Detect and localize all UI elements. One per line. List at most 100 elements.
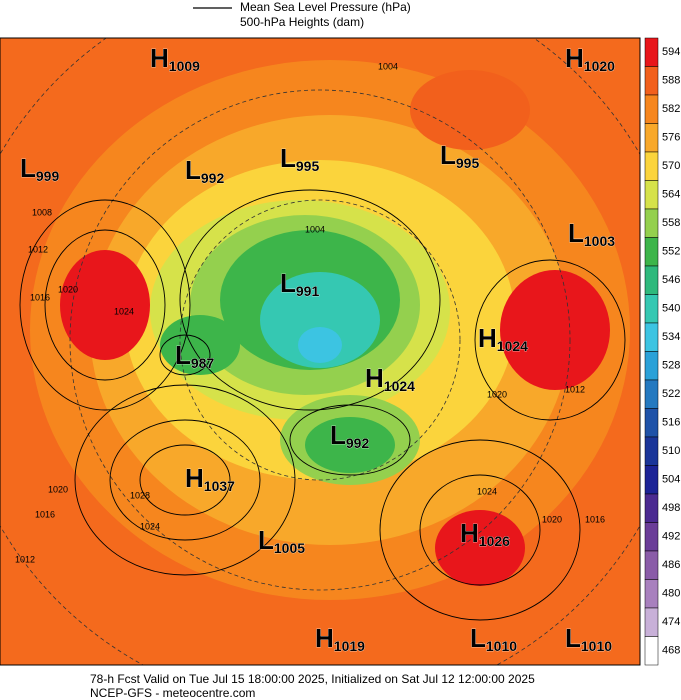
colorbar-label: 504: [662, 474, 680, 486]
pressure-center: H1024: [478, 323, 528, 354]
center-value: 1003: [584, 233, 615, 249]
colorbar-label: 474: [662, 616, 680, 628]
colorbar-label: 576: [662, 132, 680, 144]
isobar-label: 1024: [140, 521, 160, 531]
center-value: 999: [36, 168, 60, 184]
center-value: 987: [191, 355, 215, 371]
center-value: 1037: [204, 478, 235, 494]
colorbar-swatch: [644, 579, 659, 609]
center-letter: L: [20, 153, 36, 183]
center-letter: H: [315, 623, 334, 653]
colorbar-swatch: [644, 379, 659, 409]
colorbar-label: 594: [662, 46, 680, 58]
footer-valid: 78-h Fcst Valid on Tue Jul 15 18:00:00 2…: [90, 672, 535, 686]
pressure-center: L1005: [258, 525, 305, 556]
colorbar-swatch: [644, 408, 659, 438]
center-letter: L: [565, 623, 581, 653]
colorbar-swatch: [644, 436, 659, 466]
colorbar-label: 558: [662, 217, 680, 229]
isobar-label: 1012: [28, 244, 48, 254]
legend-heights: 500-hPa Heights (dam): [240, 15, 364, 29]
pressure-center: H1037: [185, 463, 235, 494]
pressure-center: H1020: [565, 43, 615, 74]
colorbar-swatch: [644, 351, 659, 381]
isobar-label: 1020: [58, 284, 78, 294]
center-letter: L: [185, 155, 201, 185]
colorbar-label: 486: [662, 559, 680, 571]
colorbar-swatch: [644, 522, 659, 552]
colorbar-label: 546: [662, 274, 680, 286]
colorbar-swatch: [644, 265, 659, 295]
center-letter: H: [478, 323, 497, 353]
isobar-label: 1008: [32, 207, 52, 217]
colorbar-swatch: [644, 151, 659, 181]
pressure-center: L992: [330, 420, 369, 451]
center-value: 1010: [486, 638, 517, 654]
center-letter: L: [258, 525, 274, 555]
pressure-center: H1026: [460, 518, 510, 549]
colorbar-swatch: [644, 208, 659, 238]
map-frame: [0, 37, 641, 666]
pressure-center: L995: [280, 143, 319, 174]
colorbar-swatch: [644, 493, 659, 523]
colorbar-label: 564: [662, 189, 680, 201]
center-letter: L: [470, 623, 486, 653]
colorbar-label: 582: [662, 103, 680, 115]
pressure-center: L1010: [565, 623, 612, 654]
center-letter: H: [565, 43, 584, 73]
colorbar-label: 492: [662, 531, 680, 543]
legend-mslp: Mean Sea Level Pressure (hPa): [240, 0, 411, 14]
colorbar-swatch: [644, 66, 659, 96]
colorbar-label: 552: [662, 246, 680, 258]
pressure-center: L987: [175, 340, 214, 371]
colorbar-swatch: [644, 37, 659, 67]
center-value: 1005: [274, 540, 305, 556]
center-letter: H: [460, 518, 479, 548]
pressure-center: L992: [185, 155, 224, 186]
isobar-label: 1028: [130, 490, 150, 500]
isobar-label: 1016: [30, 292, 50, 302]
isobar-label: 1012: [565, 384, 585, 394]
colorbar-label: 498: [662, 502, 680, 514]
colorbar-label: 516: [662, 417, 680, 429]
isobar-label: 1020: [48, 484, 68, 494]
isobar-label: 1020: [487, 389, 507, 399]
colorbar-swatch: [644, 322, 659, 352]
colorbar-label: 522: [662, 388, 680, 400]
center-value: 1020: [584, 58, 615, 74]
center-value: 995: [456, 155, 480, 171]
center-value: 995: [296, 158, 320, 174]
colorbar-label: 480: [662, 588, 680, 600]
colorbar-label: 534: [662, 331, 680, 343]
isobar-label: 1004: [378, 61, 398, 71]
colorbar-label: 540: [662, 303, 680, 315]
colorbar-swatch: [644, 94, 659, 124]
center-letter: L: [175, 340, 191, 370]
colorbar-swatch: [644, 294, 659, 324]
pressure-center: H1024: [365, 363, 415, 394]
center-value: 1026: [479, 533, 510, 549]
colorbar-label: 588: [662, 75, 680, 87]
pressure-center: L1010: [470, 623, 517, 654]
colorbar-swatch: [644, 465, 659, 495]
footer-source: NCEP-GFS - meteocentre.com: [90, 686, 255, 700]
pressure-center: L999: [20, 153, 59, 184]
center-letter: L: [330, 420, 346, 450]
pressure-center: L1003: [568, 218, 615, 249]
center-letter: H: [150, 43, 169, 73]
center-letter: L: [440, 140, 456, 170]
colorbar-swatch: [644, 237, 659, 267]
center-letter: L: [280, 268, 296, 298]
colorbar-label: 528: [662, 360, 680, 372]
center-value: 992: [201, 170, 225, 186]
isobar-label: 1024: [114, 306, 134, 316]
center-value: 992: [346, 435, 370, 451]
center-value: 1019: [334, 638, 365, 654]
center-letter: L: [568, 218, 584, 248]
center-value: 991: [296, 283, 320, 299]
colorbar-label: 510: [662, 445, 680, 457]
colorbar-label: 570: [662, 160, 680, 172]
isobar-label: 1020: [542, 514, 562, 524]
